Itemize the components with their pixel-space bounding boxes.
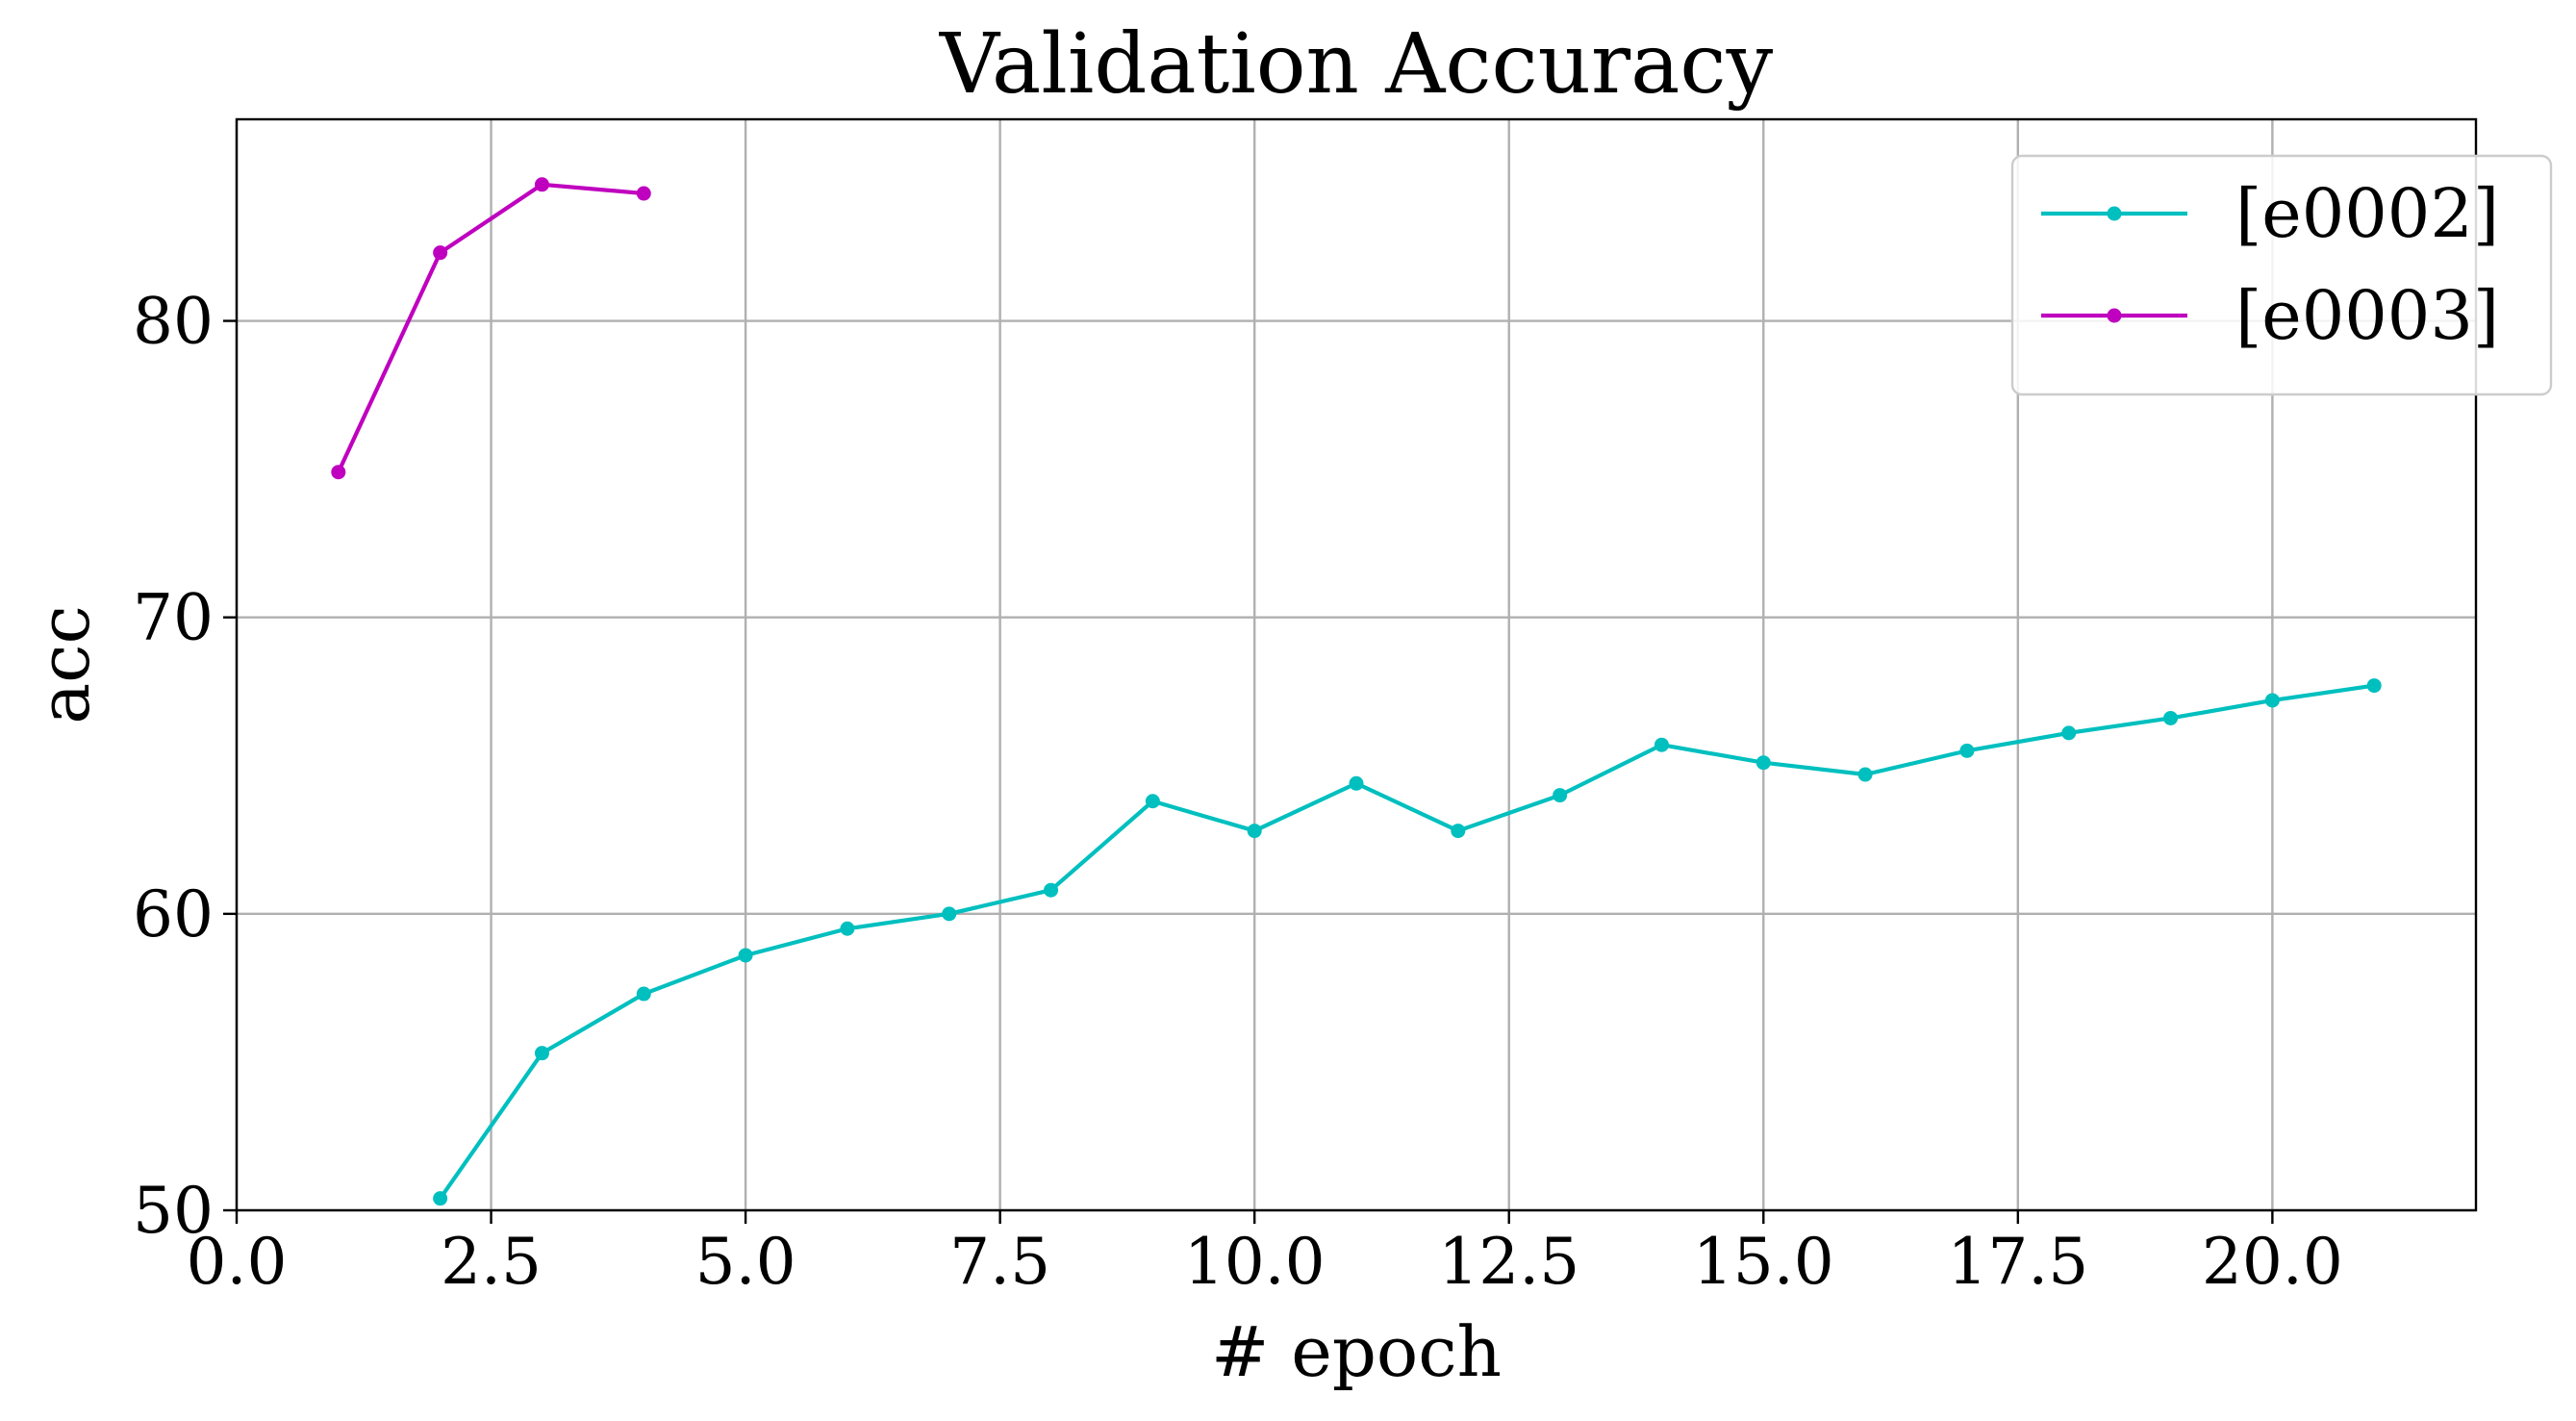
- data-point: [738, 948, 753, 963]
- x-tick-label: 10.0: [1184, 1225, 1326, 1299]
- y-axis-label: acc: [24, 605, 105, 724]
- data-point: [1451, 824, 1466, 839]
- data-point: [1654, 737, 1669, 752]
- y-tick-label: 60: [133, 877, 214, 952]
- axis-ticks: 0.0 2.5 5.0 7.5 10.0 12.5 15.0 17.5 20.0 50 60 70 80: [133, 285, 2343, 1299]
- data-point: [942, 906, 957, 922]
- data-point: [2163, 710, 2179, 725]
- data-point: [1247, 824, 1262, 839]
- data-point: [534, 177, 549, 192]
- data-point: [1349, 775, 1364, 791]
- legend-marker-swatch: [2107, 308, 2122, 323]
- x-axis-label: # epoch: [1211, 1311, 1502, 1392]
- series-layer: [331, 177, 2382, 1206]
- x-tick-label: 20.0: [2202, 1225, 2343, 1299]
- data-point: [534, 1046, 549, 1061]
- data-point: [433, 1191, 448, 1206]
- series-line: [336, 182, 646, 474]
- data-point: [433, 245, 448, 261]
- data-point: [331, 465, 346, 480]
- x-tick-label: 15.0: [1693, 1225, 1834, 1299]
- y-tick-label: 50: [133, 1174, 214, 1248]
- x-tick-label: 5.0: [695, 1225, 796, 1299]
- series-e0002: [433, 678, 2382, 1206]
- legend: [e0002] [e0003]: [2010, 154, 2553, 396]
- x-tick-label: 12.5: [1438, 1225, 1579, 1299]
- x-tick-label: 2.5: [441, 1225, 542, 1299]
- data-point: [2061, 725, 2077, 741]
- data-point: [840, 921, 855, 936]
- series-line: [438, 683, 2377, 1201]
- chart-title: Validation Accuracy: [939, 16, 1774, 113]
- y-tick-label: 80: [133, 285, 214, 359]
- legend-marker-swatch: [2107, 206, 2122, 221]
- plot-frame: [235, 117, 2478, 1212]
- data-point: [1857, 767, 1873, 782]
- y-tick-label: 70: [133, 581, 214, 655]
- x-tick-label: 7.5: [949, 1225, 1050, 1299]
- x-tick-label: 0.0: [187, 1225, 288, 1299]
- data-point: [1755, 755, 1771, 771]
- data-point: [636, 986, 651, 1002]
- legend-label: [e0002]: [2235, 174, 2499, 253]
- series-e0003: [331, 177, 651, 480]
- data-point: [1145, 794, 1160, 809]
- legend-label: [e0003]: [2235, 276, 2499, 355]
- data-point: [2366, 678, 2382, 694]
- x-tick-label: 17.5: [1947, 1225, 2088, 1299]
- data-point: [1044, 882, 1059, 898]
- data-point: [2264, 693, 2280, 708]
- data-point: [636, 186, 651, 201]
- data-point: [1959, 743, 1975, 758]
- data-point: [1553, 788, 1568, 803]
